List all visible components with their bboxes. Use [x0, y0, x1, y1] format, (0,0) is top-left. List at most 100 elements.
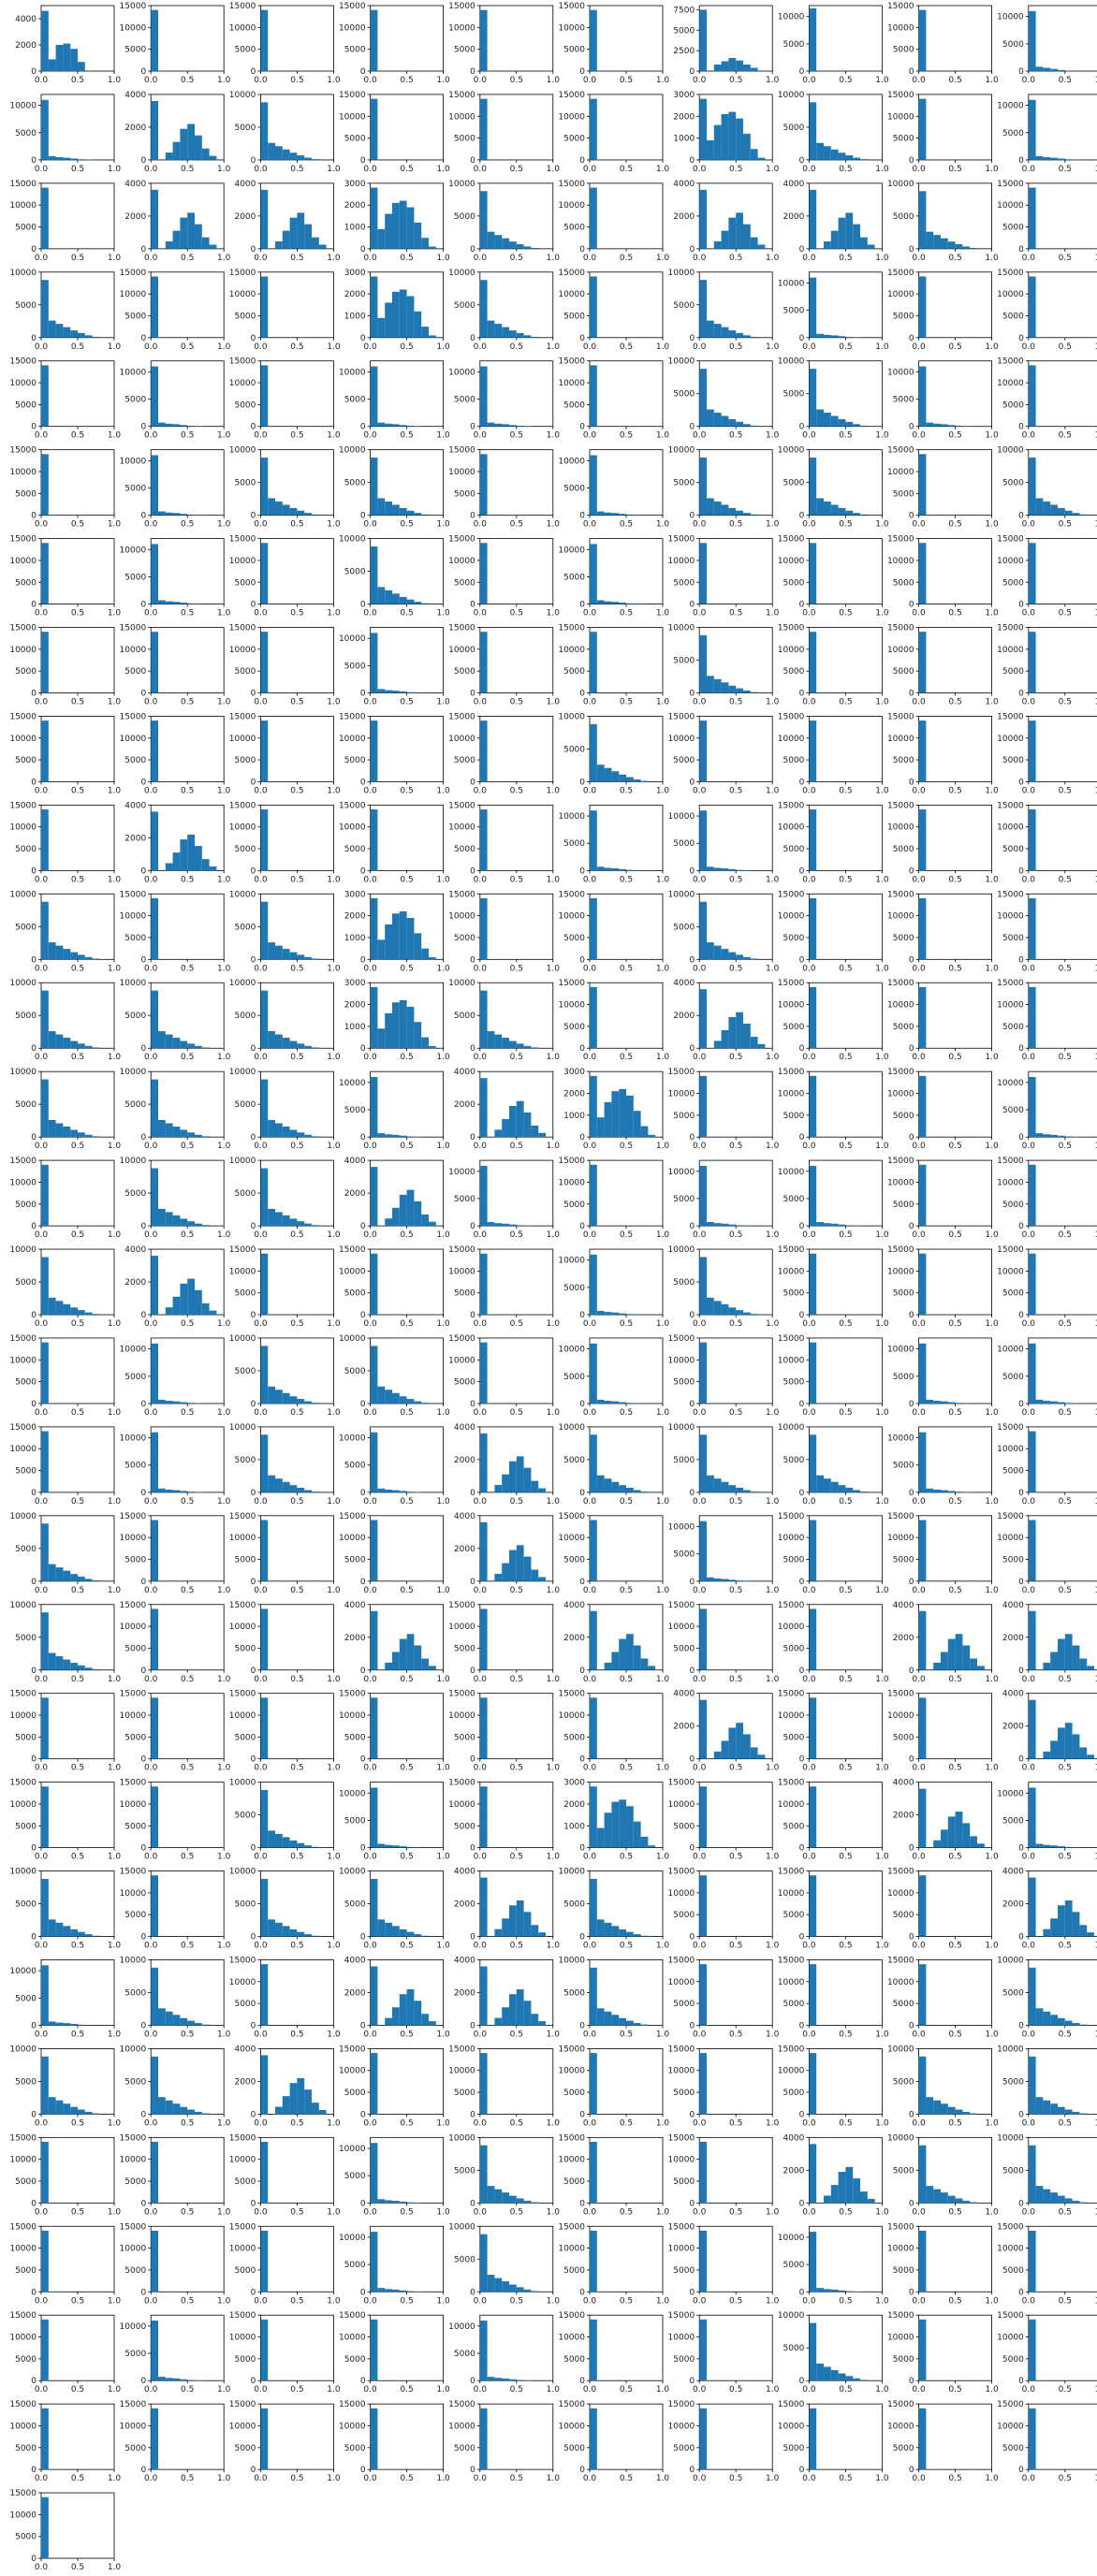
histogram-bar	[590, 2053, 597, 2115]
histogram-bar	[809, 1253, 817, 1316]
x-tick-label: 0.0	[35, 2296, 49, 2306]
y-tick-label: 10000	[229, 379, 256, 388]
x-tick-label: 0.5	[400, 1853, 413, 1862]
histogram-bar	[502, 1563, 509, 1581]
histogram-bar	[92, 1136, 100, 1138]
y-tick-label: 5000	[673, 2266, 695, 2276]
y-tick-label: 0	[470, 778, 475, 787]
y-tick-label: 0	[799, 601, 805, 610]
x-tick-label: 0.5	[729, 1942, 742, 1951]
x-tick-label: 0.0	[1022, 1675, 1036, 1684]
y-tick-label: 2500	[673, 47, 695, 56]
histogram-bar	[1035, 1843, 1044, 1848]
y-tick-label: 10000	[229, 1623, 256, 1632]
y-tick-label: 10000	[9, 1245, 37, 1255]
histogram-bar	[312, 958, 319, 960]
x-tick-label: 1.0	[547, 165, 561, 174]
histogram-bar	[421, 2014, 429, 2026]
histogram-bar	[721, 1579, 729, 1581]
y-tick-label: 4000	[234, 180, 256, 189]
y-tick-label: 10000	[887, 1178, 914, 1187]
histogram-bar	[816, 142, 824, 160]
x-tick-label: 1.0	[108, 2296, 122, 2306]
histogram-bar	[63, 1303, 71, 1316]
x-tick-label: 1.0	[436, 786, 450, 795]
histogram-bar	[392, 913, 400, 960]
axes-frame	[918, 2225, 992, 2292]
x-tick-label: 0.0	[693, 609, 707, 619]
y-tick-label: 5000	[234, 2000, 256, 2009]
y-tick-label: 0	[140, 1578, 146, 1587]
x-tick-label: 0.5	[948, 786, 961, 795]
y-tick-label: 0	[140, 1755, 146, 1765]
histogram-bar	[78, 1931, 85, 1937]
histogram-bar	[180, 839, 188, 871]
axes-frame	[918, 1248, 992, 1316]
x-tick-label: 1.0	[985, 1497, 999, 1506]
y-tick-label: 15000	[229, 1601, 256, 1610]
y-tick-label: 0	[360, 1044, 366, 1054]
x-tick-label: 0.5	[181, 1853, 194, 1862]
y-tick-label: 15000	[778, 890, 805, 899]
y-tick-label: 0	[31, 2288, 37, 2297]
histogram-bar	[970, 2202, 977, 2204]
axes-frame	[1028, 1426, 1097, 1493]
histogram-bar	[487, 1031, 495, 1049]
x-tick-label: 1.0	[1095, 1142, 1097, 1151]
histogram-bar	[809, 2144, 817, 2204]
histogram-bar	[406, 1988, 415, 2026]
histogram-bar	[392, 1490, 400, 1492]
axes-frame	[40, 449, 115, 517]
y-tick-label: 5000	[563, 1456, 585, 1465]
y-tick-label: 10000	[120, 646, 147, 655]
histogram-bar	[1043, 1844, 1051, 1848]
x-tick-label: 0.5	[181, 165, 194, 174]
y-tick-label: 2000	[234, 212, 256, 222]
histogram-bar	[509, 1994, 517, 2026]
histogram-bar	[377, 1488, 386, 1492]
x-tick-label: 1.0	[108, 520, 122, 530]
x-tick-label: 0.5	[1059, 1408, 1072, 1418]
axes-frame	[40, 1959, 115, 2026]
histogram-bar	[421, 1403, 429, 1404]
x-tick-label: 0.0	[802, 431, 816, 441]
y-tick-label: 5000	[1002, 845, 1024, 854]
x-tick-label: 1.0	[217, 2207, 231, 2217]
x-tick-label: 0.0	[1022, 698, 1036, 707]
y-tick-label: 10000	[997, 912, 1024, 922]
y-tick-label: 5000	[15, 1634, 37, 1643]
histogram-bar	[282, 1215, 290, 1227]
histogram-bar	[970, 248, 977, 249]
histogram-bar	[479, 454, 488, 516]
x-tick-label: 0.5	[729, 1408, 742, 1418]
histogram-bar	[750, 149, 758, 160]
histogram-bar	[370, 1787, 378, 1848]
x-tick-label: 0.0	[474, 76, 488, 85]
histogram-bar	[502, 1118, 509, 1138]
x-tick-label: 0.5	[620, 875, 633, 884]
histogram-bar	[268, 1919, 275, 1937]
histogram-bar	[494, 1928, 503, 1937]
y-tick-label: 0	[909, 1933, 914, 1943]
y-tick-label: 4000	[454, 1956, 475, 1965]
y-tick-label: 5000	[124, 1373, 146, 1382]
y-tick-label: 5000	[893, 756, 914, 765]
y-tick-label: 5000	[344, 1555, 366, 1565]
x-tick-label: 0.5	[510, 2030, 523, 2039]
axes-frame	[1028, 182, 1097, 250]
histogram-bar	[830, 149, 839, 160]
x-tick-label: 1.0	[875, 2207, 889, 2217]
histogram-bar	[195, 2023, 202, 2026]
axes-frame	[40, 716, 115, 782]
